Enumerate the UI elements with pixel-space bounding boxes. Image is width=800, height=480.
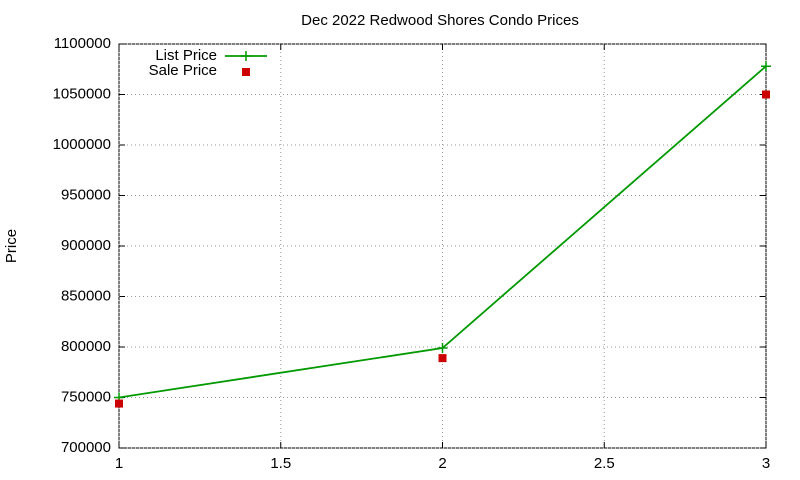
legend-label: Sale Price xyxy=(149,62,217,79)
y-tick-label: 800000 xyxy=(61,338,111,355)
legend-swatch xyxy=(242,68,250,76)
x-tick-label: 2 xyxy=(438,455,446,472)
legend-label: List Price xyxy=(155,47,217,64)
y-tick-label: 1000000 xyxy=(53,136,111,153)
point xyxy=(762,90,770,99)
x-tick-label: 2.5 xyxy=(594,455,615,472)
y-tick-label: 700000 xyxy=(61,439,111,456)
y-tick-label: 1100000 xyxy=(54,35,111,52)
point xyxy=(761,61,771,72)
y-tick-label: 1050000 xyxy=(53,85,111,102)
point xyxy=(115,399,123,408)
x-tick-label: 3 xyxy=(762,455,770,472)
point xyxy=(437,343,448,354)
legend-swatch xyxy=(241,51,251,61)
x-tick-label: 1.5 xyxy=(270,455,291,472)
y-tick-label: 900000 xyxy=(61,237,111,254)
y-tick-label: 750000 xyxy=(61,388,111,405)
point xyxy=(438,354,447,363)
y-tick-label: 850000 xyxy=(61,287,111,304)
y-axis-label: Price xyxy=(3,229,20,263)
y-tick-label: 950000 xyxy=(61,186,111,203)
x-tick-label: 1 xyxy=(115,455,123,472)
chart-title: Dec 2022 Redwood Shores Condo Prices xyxy=(301,12,579,29)
